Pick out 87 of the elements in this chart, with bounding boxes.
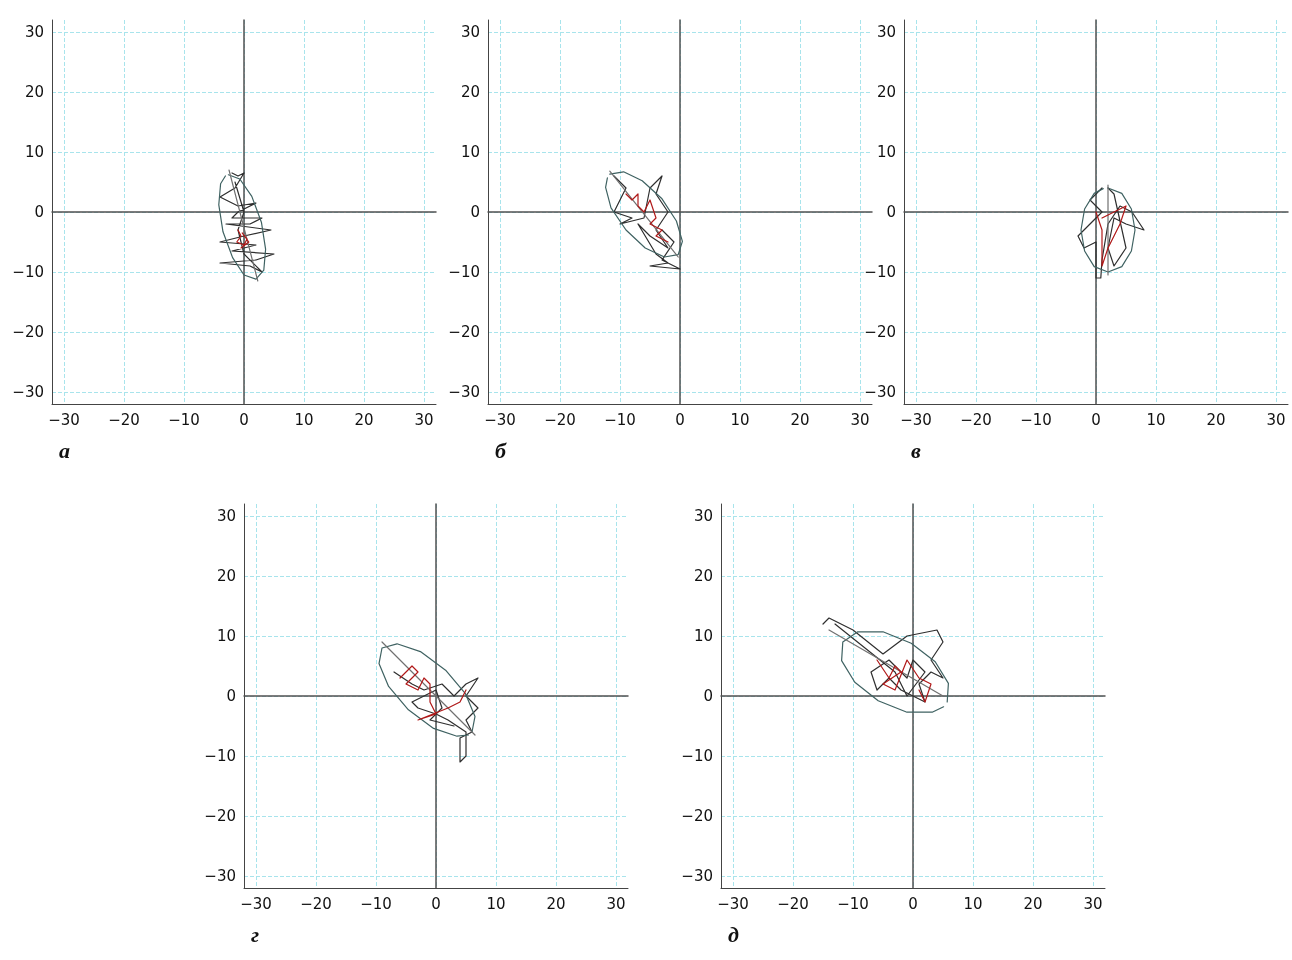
x-tick-label: −10	[360, 894, 392, 913]
y-tick-label: −20	[864, 323, 896, 341]
y-tick-label: 30	[24, 23, 44, 41]
x-tick-label: 10	[730, 410, 750, 429]
x-tick-label: 20	[790, 410, 810, 429]
y-tick-label: 20	[216, 567, 236, 585]
y-tick-label: −10	[12, 263, 44, 281]
line-series	[1080, 187, 1136, 273]
y-tick-label: 20	[24, 83, 44, 101]
x-tick-label: 20	[1023, 894, 1043, 913]
y-tick-label: 20	[693, 567, 713, 585]
y-tick-label: −20	[681, 807, 713, 825]
y-tick-label: 30	[693, 507, 713, 525]
y-tick-label: −20	[448, 323, 480, 341]
line-series	[218, 174, 267, 280]
x-tick-label: −10	[168, 410, 200, 429]
x-tick-label: 0	[908, 894, 918, 913]
y-tick-label: 10	[693, 627, 713, 645]
y-tick-label: −30	[448, 383, 480, 401]
line-series	[393, 671, 479, 763]
y-tick-label: 0	[34, 203, 44, 221]
x-tick-label: 10	[486, 894, 506, 913]
y-tick-label: −10	[681, 747, 713, 765]
y-tick-label: −20	[204, 807, 236, 825]
y-tick-label: 10	[24, 143, 44, 161]
line-series	[1077, 187, 1145, 279]
line-series	[841, 631, 949, 713]
line-series	[1095, 205, 1127, 267]
x-tick-label: −30	[717, 894, 749, 913]
line-series	[822, 617, 944, 703]
x-tick-label: −20	[960, 410, 992, 429]
y-tick-label: 0	[886, 203, 896, 221]
x-tick-label: 20	[354, 410, 374, 429]
y-tick-label: 10	[216, 627, 236, 645]
line-series	[613, 175, 681, 270]
x-tick-label: −20	[300, 894, 332, 913]
x-tick-label: −30	[900, 410, 932, 429]
y-tick-label: 10	[876, 143, 896, 161]
y-tick-label: 20	[460, 83, 480, 101]
line-series	[625, 193, 669, 243]
y-tick-label: 30	[460, 23, 480, 41]
y-tick-label: 0	[226, 687, 236, 705]
x-tick-label: −10	[604, 410, 636, 429]
x-tick-label: 20	[546, 894, 566, 913]
text: б	[495, 437, 507, 463]
x-tick-label: −30	[240, 894, 272, 913]
y-tick-label: −10	[204, 747, 236, 765]
x-tick-label: 30	[1083, 894, 1103, 913]
line-series	[399, 665, 467, 721]
y-tick-label: 30	[876, 23, 896, 41]
x-tick-label: −30	[484, 410, 516, 429]
text: а	[59, 437, 70, 463]
x-tick-label: −30	[48, 410, 80, 429]
x-tick-label: 10	[1146, 410, 1166, 429]
x-tick-label: 30	[606, 894, 626, 913]
y-tick-label: −30	[681, 867, 713, 885]
y-tick-label: −10	[448, 263, 480, 281]
x-tick-label: −20	[108, 410, 140, 429]
y-tick-label: −10	[864, 263, 896, 281]
y-tick-label: −30	[204, 867, 236, 885]
x-tick-label: 0	[239, 410, 249, 429]
line-series	[236, 229, 250, 249]
y-tick-label: −30	[12, 383, 44, 401]
text: д	[728, 921, 739, 947]
x-tick-label: 20	[1206, 410, 1226, 429]
y-tick-label: 20	[876, 83, 896, 101]
line-series	[876, 659, 932, 703]
y-tick-label: 0	[703, 687, 713, 705]
x-tick-label: 30	[414, 410, 434, 429]
x-tick-label: 10	[294, 410, 314, 429]
y-tick-label: −20	[12, 323, 44, 341]
y-tick-label: 10	[460, 143, 480, 161]
y-tick-label: 0	[470, 203, 480, 221]
x-tick-label: 10	[963, 894, 983, 913]
x-tick-label: −10	[837, 894, 869, 913]
x-tick-label: 30	[1266, 410, 1286, 429]
text: в	[911, 437, 921, 463]
x-tick-label: −10	[1020, 410, 1052, 429]
y-tick-label: 30	[216, 507, 236, 525]
y-tick-label: −30	[864, 383, 896, 401]
x-tick-label: 0	[1091, 410, 1101, 429]
x-tick-label: −20	[777, 894, 809, 913]
text: г	[251, 921, 260, 947]
line-series	[219, 172, 275, 273]
x-tick-label: 0	[431, 894, 441, 913]
x-tick-label: −20	[544, 410, 576, 429]
x-tick-label: 30	[850, 410, 870, 429]
